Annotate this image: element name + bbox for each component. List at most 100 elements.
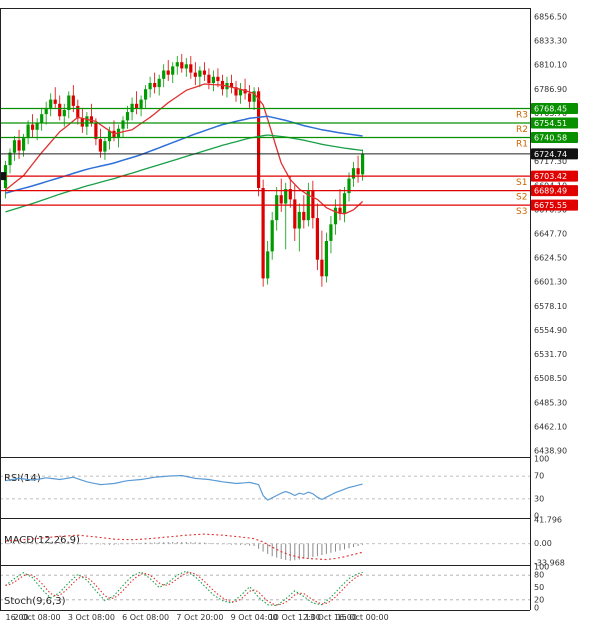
macd-histogram-bar (41, 542, 43, 544)
candle-body (12, 140, 17, 153)
candle-body (229, 83, 234, 88)
stoch-axis-label: 80 (534, 571, 544, 580)
candle-body (238, 89, 243, 96)
macd-histogram-bar (72, 542, 74, 544)
macd-histogram-bar (335, 543, 336, 552)
candle-body (8, 152, 12, 166)
stoch-panel-label: Stoch(9,6,3) (4, 596, 66, 607)
ma-slow-line (5, 134, 363, 213)
stoch-k-line (5, 570, 363, 607)
candle-body (284, 189, 288, 204)
stoch-axis-label: 0 (534, 604, 539, 613)
macd-histogram-bar (104, 543, 106, 545)
y-tick-label: 6462.10 (534, 422, 567, 431)
price-badge (531, 103, 578, 114)
candle-body (184, 64, 188, 69)
candle-body (279, 195, 283, 204)
x-tick-label: 13 Oct 16:00 (305, 613, 357, 622)
price-badge-text: 6675.55 (534, 201, 567, 210)
candle-body (211, 76, 215, 83)
macd-histogram-bar (27, 542, 29, 544)
candle-body (275, 195, 279, 221)
ma-fast-line (5, 83, 364, 215)
rsi-axis-label: 0 (534, 512, 539, 521)
macd-histogram-bar (176, 542, 178, 544)
macd-histogram-bar (235, 543, 237, 545)
macd-histogram-bar (59, 542, 61, 544)
macd-histogram-bar (9, 543, 11, 544)
candle-body (180, 62, 184, 69)
macd-axis-label: -33.968 (534, 559, 565, 568)
candle-body (351, 168, 356, 179)
x-tick-label: 16:00 (6, 613, 29, 622)
price-badge-text: 6740.58 (534, 134, 567, 143)
macd-histogram-bar (325, 543, 327, 554)
candle-body (333, 207, 338, 225)
candle-body (144, 89, 148, 100)
macd-histogram-bar (353, 543, 354, 548)
candle-body (261, 188, 265, 279)
macd-histogram-bar (294, 543, 296, 561)
candle-body (67, 95, 71, 110)
macd-histogram-bar (14, 542, 15, 544)
candle-body (175, 62, 179, 67)
candle-body (342, 193, 347, 214)
candle-body (85, 116, 89, 127)
candle-body (22, 138, 26, 151)
x-tick-label: 3 Oct 08:00 (68, 613, 115, 622)
macd-signal-line (5, 533, 363, 561)
macd-histogram-bar (109, 543, 110, 545)
y-tick-label: 6531.70 (534, 350, 567, 359)
candle-body (297, 211, 301, 229)
macd-histogram-bar (203, 542, 205, 544)
macd-histogram-bar (271, 543, 273, 557)
x-tick-label: 9 Oct 04:00 (231, 613, 278, 622)
macd-histogram-bar (54, 542, 56, 544)
macd-histogram-bar (77, 542, 79, 544)
candle-body (302, 211, 306, 221)
candle-body (266, 251, 270, 279)
candle-body (198, 70, 202, 77)
candle-body (62, 110, 66, 117)
macd-histogram-bar (145, 542, 147, 544)
macd-histogram-bar (127, 543, 128, 545)
price-badge (531, 170, 578, 182)
macd-histogram-bar (316, 543, 318, 557)
y-tick-label: 6508.50 (534, 374, 567, 383)
macd-histogram-bar (81, 543, 83, 544)
candle-body (107, 130, 112, 142)
price-badge-text: 6703.42 (534, 172, 567, 181)
candle-body (17, 140, 21, 151)
candle-body (103, 141, 107, 152)
candle-body (49, 99, 53, 108)
candle-body (338, 207, 342, 214)
candle-body (157, 78, 161, 88)
y-tick-label: 6554.90 (534, 326, 567, 335)
macd-histogram-bar (298, 543, 300, 560)
price-badge (531, 185, 578, 197)
y-tick-label: 6601.30 (534, 278, 567, 287)
x-tick-label: 7 Oct 20:00 (176, 613, 223, 622)
candle-body (94, 122, 98, 140)
macd-histogram-bar (18, 542, 20, 544)
macd-histogram-bar (172, 542, 174, 544)
rsi-axis-label: 100 (534, 455, 549, 464)
macd-histogram-bar (194, 542, 196, 544)
macd-histogram-bar (140, 542, 142, 544)
macd-histogram-bar (86, 543, 88, 544)
pivot-label-S2: S2 (516, 193, 527, 203)
macd-histogram-bar (249, 543, 251, 546)
x-tick-label: 6 Oct 08:00 (122, 613, 169, 622)
macd-axis-label: 0.00 (534, 539, 552, 548)
macd-histogram-bar (231, 543, 232, 545)
candle-body (270, 220, 274, 252)
macd-histogram-bar (23, 542, 25, 544)
pivot-label-S3: S3 (516, 207, 527, 217)
price-badge-text: 6768.45 (534, 105, 567, 114)
candle-body (243, 89, 247, 94)
x-tick-label: 10 Oct 12:00 (269, 613, 321, 622)
macd-histogram-bar (312, 543, 314, 557)
rsi-axis-label: 30 (534, 494, 544, 503)
